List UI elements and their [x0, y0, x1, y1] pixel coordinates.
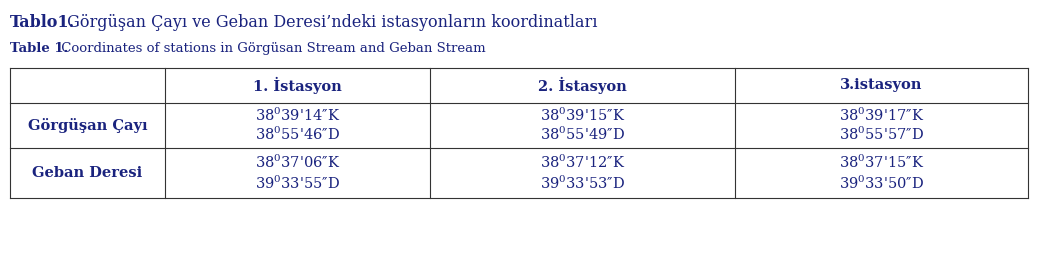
Text: 1. İstasyon: 1. İstasyon [253, 77, 342, 94]
Text: $\mathregular{38^0}$37'15″K: $\mathregular{38^0}$37'15″K [839, 153, 924, 171]
Text: Geban Deresi: Geban Deresi [32, 166, 142, 180]
Text: Görgüşan Çayı ve Geban Deresi’ndeki istasyonların koordinatları: Görgüşan Çayı ve Geban Deresi’ndeki ista… [62, 14, 598, 31]
Text: 2. İstasyon: 2. İstasyon [538, 77, 627, 94]
Text: $\mathregular{38^0}$55'46″D: $\mathregular{38^0}$55'46″D [255, 126, 340, 143]
Text: Coordinates of stations in Görgüsan Stream and Geban Stream: Coordinates of stations in Görgüsan Stre… [57, 42, 486, 55]
Text: $\mathregular{38^0}$39'15″K: $\mathregular{38^0}$39'15″K [540, 107, 625, 124]
Text: 3.istasyon: 3.istasyon [841, 79, 923, 92]
Text: $\mathregular{38^0}$55'49″D: $\mathregular{38^0}$55'49″D [540, 126, 625, 143]
Text: $\mathregular{38^0}$39'17″K: $\mathregular{38^0}$39'17″K [839, 107, 924, 124]
Text: $\mathregular{38^0}$37'12″K: $\mathregular{38^0}$37'12″K [540, 153, 625, 171]
Text: $\mathregular{39^0}$33'53″D: $\mathregular{39^0}$33'53″D [540, 174, 625, 192]
Text: $\mathregular{38^0}$37'06″K: $\mathregular{38^0}$37'06″K [254, 153, 340, 171]
Text: $\mathregular{38^0}$55'57″D: $\mathregular{38^0}$55'57″D [839, 126, 924, 143]
Text: $\mathregular{39^0}$33'50″D: $\mathregular{39^0}$33'50″D [839, 174, 924, 192]
Text: Görgüşan Çayı: Görgüşan Çayı [28, 118, 147, 133]
Text: Tablo1.: Tablo1. [10, 14, 75, 31]
Text: $\mathregular{39^0}$33'55″D: $\mathregular{39^0}$33'55″D [255, 174, 340, 192]
Text: $\mathregular{38^0}$39'14″K: $\mathregular{38^0}$39'14″K [254, 107, 340, 124]
Text: Table 1.: Table 1. [10, 42, 69, 55]
